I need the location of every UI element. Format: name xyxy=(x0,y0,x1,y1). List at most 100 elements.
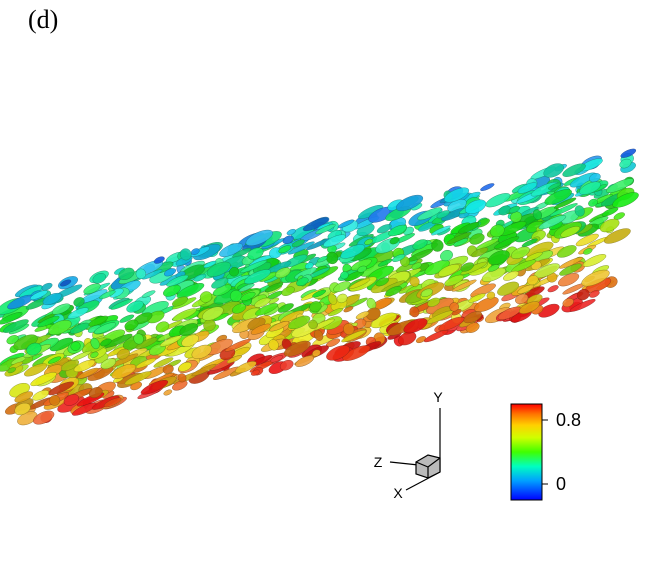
blob xyxy=(493,236,520,249)
blob xyxy=(370,312,397,329)
blob xyxy=(444,274,464,287)
blob xyxy=(103,397,122,408)
blob xyxy=(6,335,19,345)
blob xyxy=(244,269,271,285)
blob xyxy=(240,259,268,274)
blob xyxy=(312,349,321,357)
panel-label: (d) xyxy=(28,5,58,34)
isosurface xyxy=(0,148,639,426)
blob xyxy=(398,331,417,346)
blob xyxy=(193,243,221,261)
y-label: Y xyxy=(433,389,443,405)
blob xyxy=(202,306,224,321)
blob xyxy=(451,279,477,292)
blob xyxy=(488,250,510,265)
axes-triad xyxy=(389,408,441,491)
blob xyxy=(191,248,200,255)
blob xyxy=(415,336,427,344)
blob xyxy=(579,181,601,195)
blob xyxy=(340,271,349,280)
blob xyxy=(471,247,489,258)
blob xyxy=(118,267,135,281)
blob xyxy=(497,281,520,296)
blob xyxy=(88,315,109,327)
blob xyxy=(287,241,315,255)
blob xyxy=(279,359,294,371)
blob xyxy=(278,245,292,254)
blob xyxy=(357,265,367,273)
blob xyxy=(295,355,315,367)
blob xyxy=(90,351,99,358)
blob xyxy=(270,355,284,363)
blob xyxy=(111,363,137,379)
blob xyxy=(32,390,50,401)
blob xyxy=(70,341,81,351)
blob xyxy=(279,310,304,323)
blob xyxy=(193,273,207,282)
blob xyxy=(375,277,389,287)
blob xyxy=(176,283,205,299)
x-label: X xyxy=(393,485,403,501)
z-label: Z xyxy=(374,454,383,470)
blob xyxy=(286,228,296,236)
blob xyxy=(562,163,586,177)
blob xyxy=(569,299,596,312)
blob xyxy=(296,277,309,287)
blob xyxy=(431,239,444,252)
blob xyxy=(392,254,406,262)
blob xyxy=(250,369,260,376)
blob xyxy=(83,283,101,295)
blob xyxy=(328,308,344,317)
blob xyxy=(449,302,459,312)
blob xyxy=(7,367,16,374)
blob xyxy=(172,296,188,307)
blob xyxy=(49,337,74,352)
blob xyxy=(460,262,474,272)
blob xyxy=(177,373,187,383)
blob xyxy=(588,198,598,207)
blob xyxy=(163,268,177,277)
blob xyxy=(326,345,350,361)
blob xyxy=(274,267,291,279)
blob xyxy=(312,289,327,298)
blob xyxy=(343,306,354,313)
blob xyxy=(178,361,192,372)
blob xyxy=(60,279,72,287)
blob xyxy=(518,301,540,314)
blob xyxy=(349,278,371,289)
blob xyxy=(3,319,29,333)
blob xyxy=(574,205,585,217)
blob xyxy=(93,322,117,335)
blob xyxy=(403,318,428,334)
blob xyxy=(199,291,213,303)
blob xyxy=(336,293,348,304)
blob xyxy=(431,225,451,236)
blob xyxy=(206,261,231,277)
blob xyxy=(9,361,24,370)
blob xyxy=(245,229,273,246)
blob xyxy=(51,303,71,315)
blob xyxy=(510,246,530,260)
blob xyxy=(589,173,601,183)
blob xyxy=(141,290,156,298)
blob xyxy=(229,289,243,302)
blob xyxy=(620,148,637,158)
blob xyxy=(412,239,428,250)
blob xyxy=(558,273,580,287)
blob xyxy=(581,269,610,287)
blob xyxy=(191,364,217,377)
blob xyxy=(153,357,174,368)
blob xyxy=(124,371,152,386)
blob xyxy=(355,311,370,320)
blob xyxy=(135,358,157,369)
blob xyxy=(521,238,538,247)
blob xyxy=(465,199,487,215)
blob xyxy=(364,238,374,246)
blob xyxy=(211,277,229,289)
blob xyxy=(116,348,130,360)
blob xyxy=(232,303,247,314)
blob xyxy=(291,239,305,248)
blob xyxy=(133,333,144,345)
blob xyxy=(229,266,240,277)
